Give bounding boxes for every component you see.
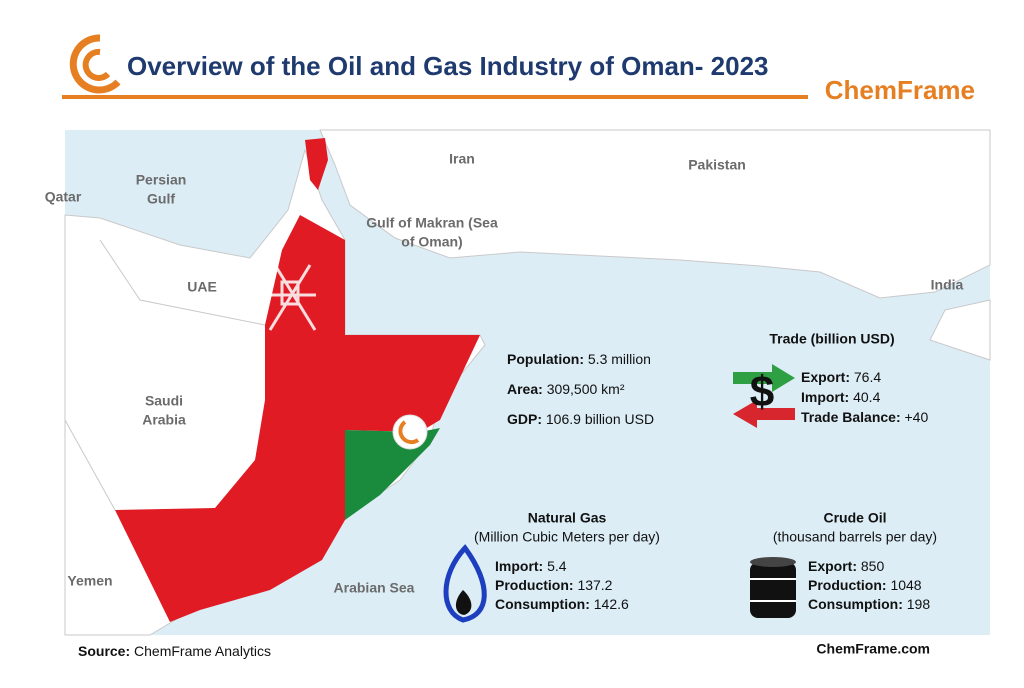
section-subtitle: (thousand barrels per day) bbox=[773, 529, 937, 545]
source: Source: ChemFrame Analytics bbox=[78, 643, 271, 659]
fact: Export: 76.4 bbox=[801, 369, 881, 385]
fact: Consumption: 142.6 bbox=[495, 596, 629, 612]
map-label: Pakistan bbox=[688, 157, 746, 173]
fact: Export: 850 bbox=[808, 558, 884, 574]
fact: GDP: 106.9 billion USD bbox=[507, 411, 654, 427]
section-subtitle: (Million Cubic Meters per day) bbox=[474, 529, 660, 545]
svg-text:$: $ bbox=[750, 368, 774, 417]
fact: Import: 40.4 bbox=[801, 389, 881, 405]
map-label: Saudi bbox=[145, 393, 183, 409]
map-label: Persian bbox=[136, 172, 187, 188]
map-label: India bbox=[931, 277, 964, 293]
section-title: Trade (billion USD) bbox=[769, 331, 894, 347]
map-label: Qatar bbox=[45, 189, 82, 205]
map-label: Arabia bbox=[142, 412, 186, 428]
map bbox=[64, 129, 991, 636]
logo bbox=[69, 34, 121, 94]
map-label: UAE bbox=[187, 279, 217, 295]
section-title: Natural Gas bbox=[528, 510, 607, 526]
map-label: Gulf bbox=[147, 191, 175, 207]
header-rule bbox=[62, 95, 808, 99]
map-label: of Oman) bbox=[401, 234, 462, 250]
fact: Production: 1048 bbox=[808, 577, 922, 593]
fact: Import: 5.4 bbox=[495, 558, 567, 574]
map-label: Iran bbox=[449, 151, 475, 167]
fact: Consumption: 198 bbox=[808, 596, 930, 612]
flame-icon bbox=[443, 544, 487, 623]
fact: Population: 5.3 million bbox=[507, 351, 651, 367]
fact: Trade Balance: +40 bbox=[801, 409, 928, 425]
map-label: Arabian Sea bbox=[334, 580, 415, 596]
map-label: Gulf of Makran (Sea bbox=[366, 215, 498, 231]
map-label: Yemen bbox=[67, 573, 112, 589]
trade-icon: $ bbox=[733, 364, 795, 428]
fact: Area: 309,500 km² bbox=[507, 381, 625, 397]
barrel-icon bbox=[750, 557, 796, 618]
section-title: Crude Oil bbox=[823, 510, 886, 526]
brand: ChemFrame bbox=[825, 75, 975, 105]
title: Overview of the Oil and Gas Industry of … bbox=[127, 51, 769, 81]
website: ChemFrame.com bbox=[816, 641, 930, 657]
fact: Production: 137.2 bbox=[495, 577, 613, 593]
